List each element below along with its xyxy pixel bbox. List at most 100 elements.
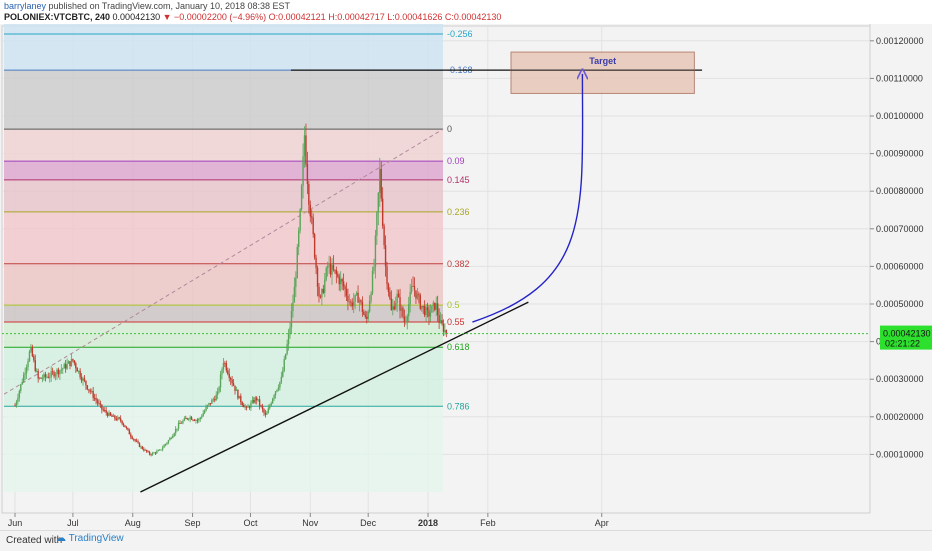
price-tick-label: 0.00050000: [876, 299, 924, 309]
candle-body: [237, 389, 239, 399]
candle-body: [64, 364, 67, 369]
candle-body: [360, 300, 362, 302]
candle-body: [435, 303, 437, 310]
candle-body: [338, 276, 340, 285]
tradingview-logo[interactable]: ☁ TradingView: [56, 533, 124, 544]
candle-body: [148, 451, 151, 455]
candle-body: [47, 376, 49, 378]
target-label: Target: [589, 56, 616, 66]
candle-body: [40, 377, 42, 379]
candle-body: [377, 192, 380, 213]
candle-body: [302, 156, 304, 186]
candle-body: [75, 363, 77, 369]
candle-body: [146, 449, 148, 452]
candle-body: [243, 404, 245, 408]
candle-body: [101, 404, 103, 410]
candle-body: [269, 405, 271, 409]
fib-level-label: 0.55: [447, 317, 465, 327]
projection-arrow[interactable]: [472, 74, 582, 323]
candle-body: [144, 449, 146, 451]
candle-body: [150, 454, 152, 456]
candle-body: [257, 399, 259, 401]
candle-body: [43, 374, 45, 379]
candle-body: [63, 364, 65, 369]
candle-body: [387, 284, 390, 293]
candle-body: [364, 314, 366, 317]
candle-body: [311, 216, 313, 218]
candle-body: [130, 434, 132, 437]
candle-body: [409, 291, 411, 305]
candle-body: [36, 370, 38, 372]
candle-body: [319, 296, 322, 298]
candle-body: [439, 319, 442, 323]
candle-body: [413, 286, 416, 291]
candle-body: [60, 369, 63, 371]
candle-body: [402, 307, 404, 317]
candle-body: [231, 379, 233, 384]
time-tick-label: Jul: [67, 518, 79, 528]
candle-body: [354, 294, 356, 302]
candle-body: [127, 427, 129, 430]
time-tick-label: Dec: [360, 518, 377, 528]
symbol-label[interactable]: POLONIEX:VTCBTC, 240: [4, 12, 111, 22]
candle-body: [30, 346, 32, 352]
time-tick-label: Oct: [243, 518, 258, 528]
fib-level-label: 0.786: [447, 401, 470, 411]
candle-body: [108, 412, 110, 416]
candle-body: [190, 417, 193, 420]
drawings[interactable]: Target: [2, 51, 870, 493]
price-chart[interactable]: -0.382-0.256-0.16800.090.1450.2360.3820.…: [0, 24, 932, 530]
publisher-username[interactable]: barrylaney: [4, 1, 47, 11]
candle-body: [410, 286, 413, 292]
candle-body: [415, 290, 417, 299]
candle-body: [46, 376, 48, 378]
candle-body: [353, 301, 355, 307]
candle-body: [212, 399, 215, 401]
candle-body: [381, 198, 384, 226]
candle-body: [73, 360, 76, 364]
candle-body: [124, 425, 126, 428]
candle-body: [115, 418, 118, 420]
price-tick-label: 0.00030000: [876, 374, 924, 384]
price-tick-label: 0.00110000: [876, 73, 923, 83]
candle-body: [438, 315, 440, 323]
publisher-line: barrylaney published on TradingView.com,…: [4, 1, 290, 11]
candle-body: [322, 289, 325, 293]
candle-body: [309, 204, 311, 217]
candle-body: [201, 416, 203, 418]
candle-body: [56, 369, 58, 375]
candle-body: [121, 420, 123, 424]
candle-body: [138, 442, 141, 447]
candle-body: [72, 358, 74, 361]
candle-body: [235, 389, 238, 391]
candle-body: [164, 443, 167, 446]
candle-body: [256, 397, 258, 401]
candle-body: [137, 441, 139, 443]
candle-body: [287, 334, 290, 345]
candle-body: [380, 168, 382, 199]
fib-diagonal: [3, 128, 444, 395]
candle-body: [93, 397, 96, 399]
time-axis[interactable]: Jun Jul Aug Sep Oct Nov Dec 2018 Feb Apr: [2, 512, 870, 528]
candle-body: [276, 389, 278, 392]
candle-body: [173, 433, 175, 436]
candle-body: [203, 410, 206, 414]
candle-body: [174, 428, 177, 434]
fib-zone: [4, 70, 443, 130]
candle-body: [105, 410, 107, 413]
candle-body: [250, 402, 252, 408]
ohlc-line: POLONIEX:VTCBTC, 240 0.00042130 ▼ −0.000…: [4, 12, 501, 22]
candle-body: [298, 230, 300, 247]
candle-body: [351, 302, 353, 307]
fib-extension[interactable]: -0.382-0.256-0.16800.090.1450.2360.3820.…: [3, 24, 473, 492]
candle-body: [151, 452, 154, 455]
candle-body: [344, 286, 346, 290]
price-axis[interactable]: 0.001300000.001200000.001100000.00100000…: [869, 24, 932, 530]
target-box[interactable]: [510, 51, 695, 94]
fib-level-label: -0.256: [447, 29, 473, 39]
candle-body: [228, 373, 230, 378]
candle-body: [106, 412, 109, 416]
candle-body: [172, 435, 174, 439]
candle-body: [82, 378, 84, 381]
candle-body: [405, 321, 407, 323]
